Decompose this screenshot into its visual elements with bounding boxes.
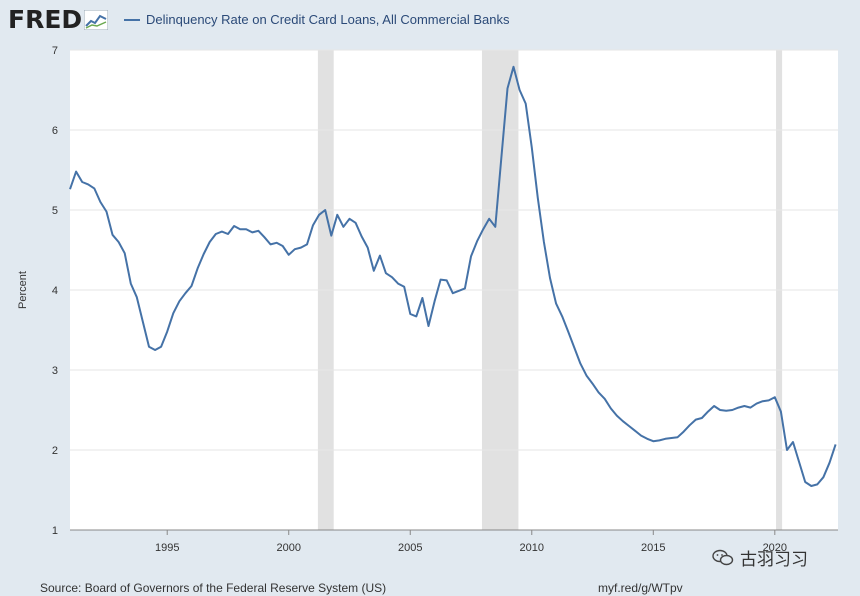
y-tick-label: 6 xyxy=(52,125,58,137)
legend-label: Delinquency Rate on Credit Card Loans, A… xyxy=(146,12,510,27)
y-tick-label: 5 xyxy=(52,205,58,217)
wechat-icon xyxy=(712,549,734,565)
x-tick-label: 1995 xyxy=(155,542,179,554)
y-tick-label: 1 xyxy=(52,525,58,537)
x-tick-label: 2010 xyxy=(520,542,544,554)
legend-line-swatch xyxy=(124,18,140,21)
y-tick-label: 3 xyxy=(52,365,58,377)
source-note: Source: Board of Governors of the Federa… xyxy=(40,581,387,595)
chart-header: FRED Delinquency Rate on Credit Card Loa… xyxy=(0,0,860,40)
x-tick-label: 2005 xyxy=(398,542,422,554)
y-tick-label: 4 xyxy=(52,285,58,297)
watermark-text: 古羽习习 xyxy=(740,550,808,569)
y-tick-label: 2 xyxy=(52,445,58,457)
x-tick-label: 2000 xyxy=(276,542,300,554)
short-url-link[interactable]: myf.red/g/WTpv xyxy=(598,581,683,595)
fred-logo-text: FRED xyxy=(8,5,83,34)
y-axis-label: Percent xyxy=(17,271,29,309)
chart-legend: Delinquency Rate on Credit Card Loans, A… xyxy=(124,12,509,27)
x-tick-label: 2020 xyxy=(763,542,787,554)
fred-chart-icon xyxy=(84,9,109,30)
y-tick-label: 7 xyxy=(52,45,58,57)
chart-area: 1 2 3 4 5 6 7 1995 2000 2005 2010 2015 2020 Percent xyxy=(0,40,860,560)
line-chart[interactable]: 1 2 3 4 5 6 7 1995 2000 2005 2010 2015 2020 Percent xyxy=(0,40,860,560)
fred-logo[interactable]: FRED xyxy=(8,5,109,34)
wechat-watermark: 古羽习习 xyxy=(712,545,808,570)
series-line[interactable] xyxy=(69,65,837,487)
x-tick-label: 2015 xyxy=(641,542,665,554)
